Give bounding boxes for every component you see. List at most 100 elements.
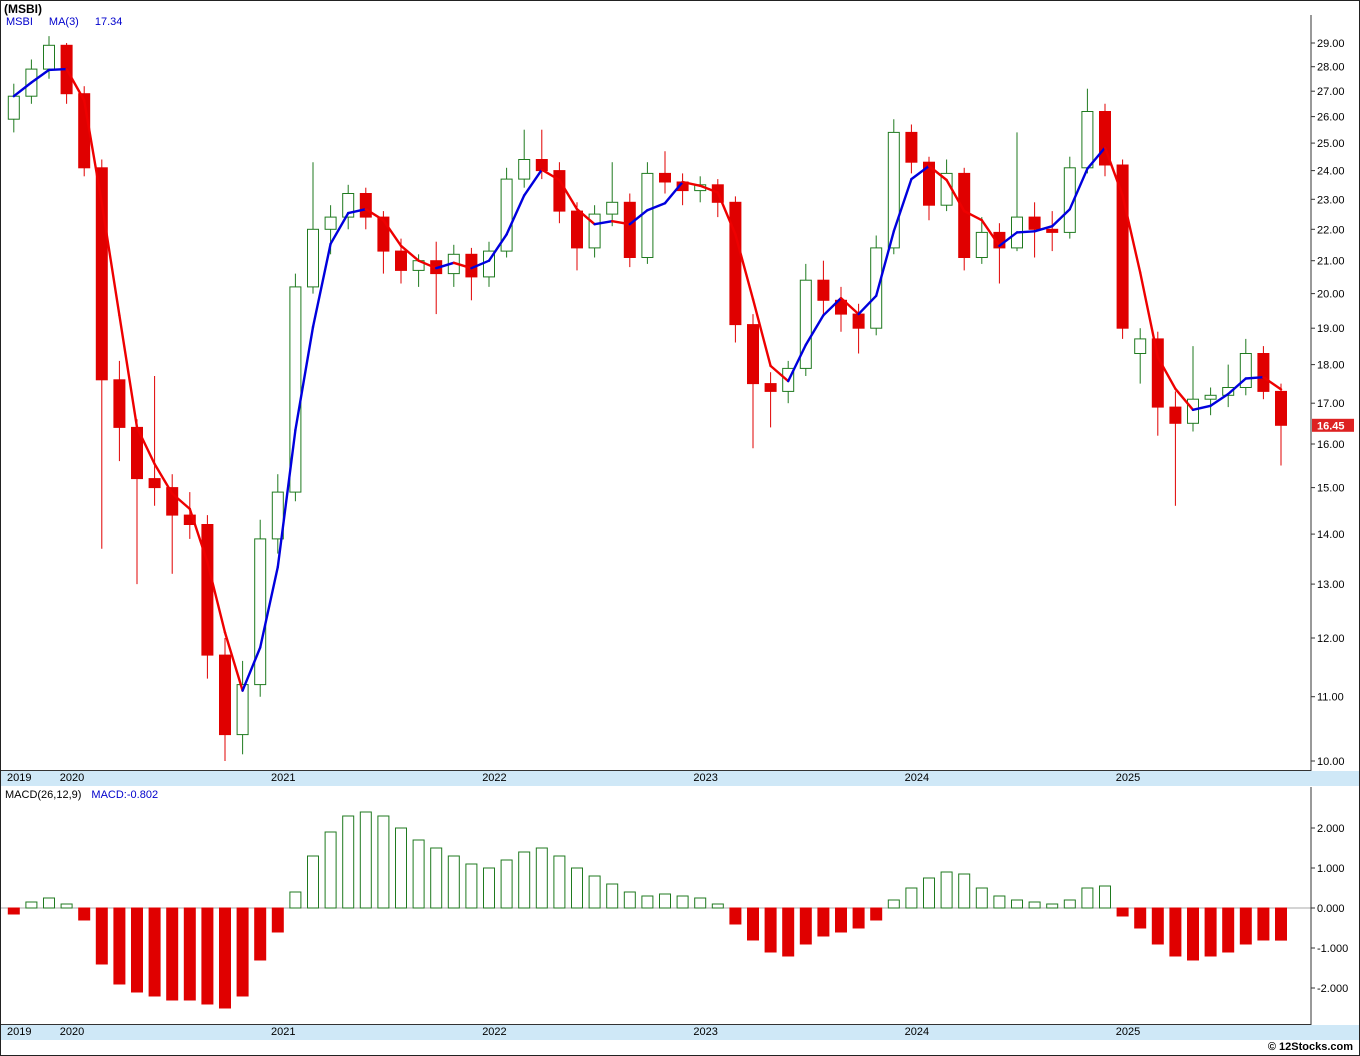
candle — [342, 184, 355, 230]
price-chart-canvas: 29.00 28.00 27.00 26.00 25.00 24.00 23.00 22.00… — [1, 15, 1354, 771]
year-label: 2020 — [59, 1026, 85, 1038]
macd-bar-negative — [852, 907, 865, 929]
macd-bar-negative — [113, 907, 126, 985]
candle — [254, 519, 267, 697]
candle — [1028, 202, 1041, 258]
macd-bar-positive — [1028, 901, 1041, 909]
macd-bar-negative — [148, 907, 161, 997]
candle — [958, 167, 971, 271]
price-axis-label: 25.00 — [1317, 138, 1345, 150]
candle — [500, 167, 513, 258]
macd-axis-label: -1.000 — [1317, 943, 1348, 955]
candle — [553, 162, 566, 224]
macd-bar-negative — [817, 907, 830, 937]
macd-bar-negative — [219, 907, 231, 1009]
macd-bar-positive — [588, 875, 601, 909]
macd-bar-negative — [236, 907, 249, 997]
candle — [817, 260, 830, 315]
last-price-tag: 16.45 — [1312, 418, 1354, 432]
macd-bar-positive — [641, 895, 654, 909]
macd-bar-positive — [659, 893, 671, 909]
price-axis-label: 13.00 — [1317, 579, 1345, 591]
macd-bar-positive — [711, 903, 724, 909]
price-axis-label: 26.00 — [1317, 112, 1345, 124]
macd-bar-negative — [78, 907, 91, 921]
candle — [465, 247, 478, 301]
candle — [148, 376, 161, 506]
macd-bar-positive — [623, 891, 636, 909]
year-label: 2021 — [271, 1026, 296, 1038]
macd-histogram — [7, 811, 1287, 1009]
chart-legend: MSBI MA(3) 17.34 — [6, 16, 138, 28]
candle — [835, 286, 847, 332]
candle — [447, 244, 460, 287]
candle — [711, 179, 724, 218]
macd-bar-negative — [764, 907, 777, 953]
macd-bar-positive — [307, 855, 319, 909]
macd-bar-positive — [553, 855, 566, 909]
price-axis-label: 27.00 — [1317, 86, 1345, 98]
macd-bar-negative — [271, 907, 284, 933]
candle — [571, 202, 583, 271]
candle — [1151, 331, 1164, 436]
candle — [676, 173, 689, 206]
candle — [236, 660, 249, 755]
macd-bar-positive — [342, 815, 355, 909]
macd-bar-positive — [571, 867, 583, 909]
macd-bar-negative — [131, 907, 143, 993]
macd-bar-negative — [747, 907, 759, 941]
candle — [95, 159, 108, 549]
candle — [799, 263, 812, 376]
candle — [113, 360, 126, 462]
macd-bar-negative — [1134, 907, 1147, 929]
macd-bar-positive — [940, 871, 953, 909]
candle — [659, 151, 671, 194]
price-axis-label: 17.00 — [1317, 398, 1345, 410]
macd-bar-negative — [1257, 907, 1270, 941]
candle — [1081, 88, 1094, 174]
year-label: 2023 — [693, 1026, 718, 1038]
macd-bar-positive — [1081, 887, 1094, 909]
macd-bar-positive — [1011, 899, 1023, 909]
macd-bar-negative — [1275, 907, 1287, 941]
macd-bar-negative — [729, 907, 742, 925]
price-axis-label: 23.00 — [1317, 194, 1345, 206]
candle — [1046, 211, 1059, 252]
candle — [307, 162, 319, 294]
candle — [166, 474, 179, 574]
macd-bar-positive — [676, 895, 689, 909]
macd-bar-negative — [201, 907, 214, 1005]
year-label: 2019 — [7, 1026, 32, 1038]
price-axis-label: 24.00 — [1317, 166, 1345, 178]
year-label: 2021 — [271, 772, 296, 784]
macd-bar-positive — [923, 877, 935, 909]
candle — [7, 83, 20, 133]
legend-ma-label: MA(3) — [48, 16, 79, 28]
year-label: 2023 — [693, 772, 718, 784]
macd-bar-negative — [254, 907, 267, 961]
macd-bar-positive — [377, 815, 390, 909]
candle — [1257, 346, 1270, 400]
macd-bar-positive — [535, 847, 548, 909]
macd-bar-positive — [500, 859, 513, 909]
macd-bar-positive — [1099, 885, 1111, 909]
price-axis-label: 12.00 — [1317, 633, 1345, 645]
candle — [1099, 103, 1111, 177]
macd-bar-positive — [447, 855, 460, 909]
macd-bar-positive — [289, 891, 302, 909]
price-axis-label: 18.00 — [1317, 360, 1345, 372]
last-price-label: 16.45 — [1317, 420, 1345, 432]
price-axis-label: 28.00 — [1317, 62, 1345, 74]
year-label: 2020 — [59, 772, 85, 784]
macd-bar-positive — [1063, 899, 1076, 909]
macd-bar-positive — [359, 811, 372, 909]
year-label: 2025 — [1115, 772, 1141, 784]
macd-bar-positive — [395, 827, 407, 909]
year-label: 2022 — [482, 1026, 507, 1038]
macd-bar-positive — [465, 863, 478, 909]
macd-bar-positive — [518, 851, 531, 909]
macd-bar-negative — [1151, 907, 1164, 945]
copyright: © 12Stocks.com — [1267, 1041, 1353, 1053]
candle — [430, 241, 443, 315]
